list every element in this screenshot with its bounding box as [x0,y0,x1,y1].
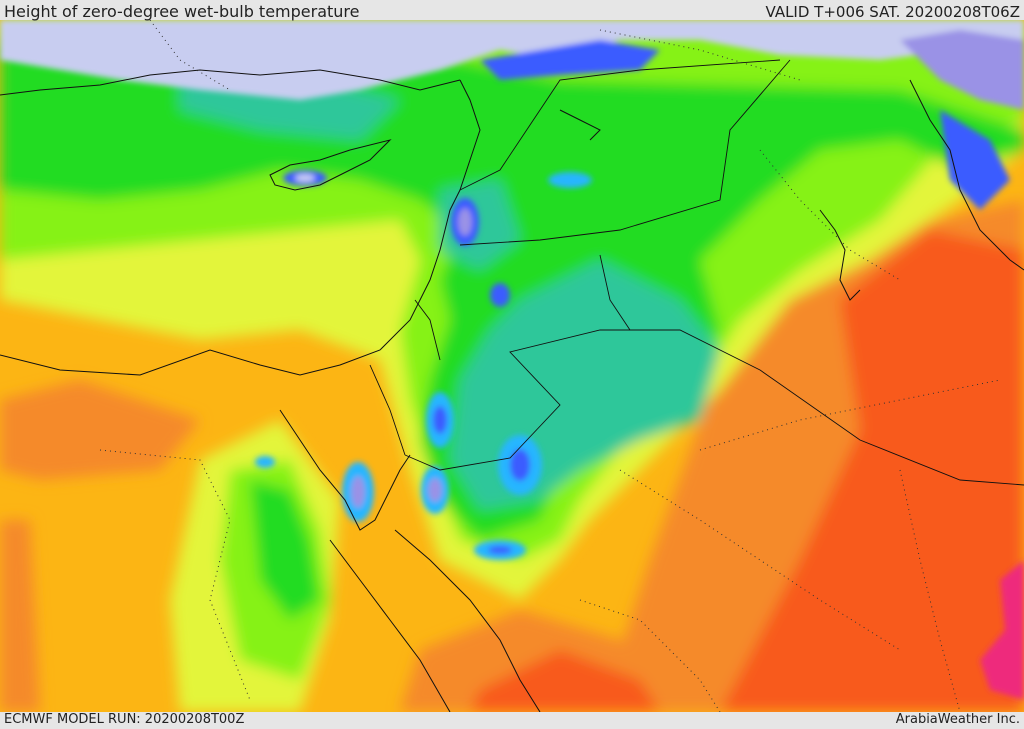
header-bar: Height of zero-degree wet-bulb temperatu… [0,0,1024,21]
coastlines [0,69,1024,712]
field-contours [0,20,1024,712]
wet-bulb-zero-height-map [0,20,1024,712]
credit-label: ArabiaWeather Inc. [895,712,1020,727]
footer-bar: ECMWF MODEL RUN: 20200208T00Z ArabiaWeat… [0,712,1024,729]
map-title: Height of zero-degree wet-bulb temperatu… [4,2,360,21]
admin-borders [99,20,1001,712]
field-cold-cores [0,20,1024,700]
country-borders [369,59,1024,486]
valid-time-label: VALID T+006 SAT. 20200208T06Z [765,3,1020,21]
model-run-label: ECMWF MODEL RUN: 20200208T00Z [4,712,245,727]
